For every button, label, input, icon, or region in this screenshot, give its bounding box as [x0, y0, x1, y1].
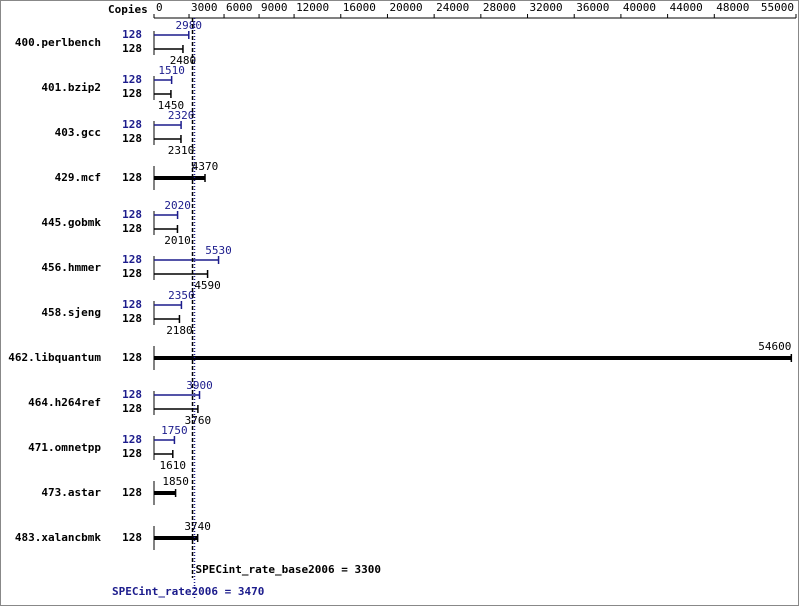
x-tick-label: 48000	[716, 1, 749, 14]
copies-label: 128	[122, 73, 142, 86]
copies-label: 128	[122, 28, 142, 41]
copies-label: 128	[122, 433, 142, 446]
value-label: 2980	[176, 19, 203, 32]
x-tick-label: 28000	[483, 1, 516, 14]
x-tick-label: 9000	[261, 1, 288, 14]
copies-label: 128	[122, 312, 142, 325]
value-label: 5530	[205, 244, 232, 257]
x-tick-label: 24000	[436, 1, 469, 14]
category-label: 471.omnetpp	[28, 441, 101, 454]
category-label: 473.astar	[41, 486, 101, 499]
value-label: 1510	[158, 64, 185, 77]
value-label: 2480	[170, 54, 197, 67]
x-tick-label: 40000	[623, 1, 656, 14]
x-tick-label: 6000	[226, 1, 253, 14]
x-tick-label: 32000	[530, 1, 563, 14]
x-tick-label: 44000	[670, 1, 703, 14]
category-label: 456.hmmer	[41, 261, 101, 274]
x-tick-label: 55000	[761, 1, 794, 14]
copies-label: 128	[122, 388, 142, 401]
x-tick-label: 20000	[389, 1, 422, 14]
x-tick-label: 12000	[296, 1, 329, 14]
reference-label: SPECint_rate2006 = 3470	[112, 585, 264, 598]
copies-label: 128	[122, 253, 142, 266]
category-label: 462.libquantum	[8, 351, 101, 364]
category-label: 400.perlbench	[15, 36, 101, 49]
copies-label: 128	[122, 447, 142, 460]
value-label: 1610	[160, 459, 187, 472]
value-label: 1450	[158, 99, 185, 112]
copies-label: 128	[122, 486, 142, 499]
category-label: 429.mcf	[55, 171, 101, 184]
value-label: 2310	[168, 144, 195, 157]
value-label: 4370	[192, 160, 219, 173]
value-label: 2020	[164, 199, 191, 212]
category-label: 458.sjeng	[41, 306, 101, 319]
copies-label: 128	[122, 42, 142, 55]
category-label: 445.gobmk	[41, 216, 101, 229]
x-tick-label: 36000	[576, 1, 609, 14]
copies-label: 128	[122, 351, 142, 364]
value-label: 3760	[185, 414, 212, 427]
category-label: 464.h264ref	[28, 396, 101, 409]
category-label: 401.bzip2	[41, 81, 101, 94]
x-tick-label: 16000	[343, 1, 376, 14]
value-label: 2010	[164, 234, 191, 247]
copies-label: 128	[122, 298, 142, 311]
value-label: 54600	[758, 340, 791, 353]
x-tick-label: 0	[156, 1, 163, 14]
x-tick-label: 3000	[191, 1, 218, 14]
value-label: 1750	[161, 424, 188, 437]
value-label: 2180	[166, 324, 193, 337]
copies-label: 128	[122, 267, 142, 280]
value-label: 2350	[168, 289, 195, 302]
copies-label: 128	[122, 118, 142, 131]
copies-label: 128	[122, 132, 142, 145]
copies-label: 128	[122, 171, 142, 184]
copies-label: 128	[122, 87, 142, 100]
copies-label: 128	[122, 222, 142, 235]
category-label: 483.xalancbmk	[15, 531, 101, 544]
value-label: 3900	[186, 379, 213, 392]
category-label: 403.gcc	[55, 126, 101, 139]
copies-header: Copies	[108, 3, 148, 16]
copies-label: 128	[122, 531, 142, 544]
copies-label: 128	[122, 402, 142, 415]
value-label: 3740	[184, 520, 211, 533]
copies-label: 128	[122, 208, 142, 221]
value-label: 2320	[168, 109, 195, 122]
value-label: 4590	[194, 279, 221, 292]
value-label: 1850	[162, 475, 189, 488]
reference-label: SPECint_rate_base2006 = 3300	[196, 563, 381, 576]
